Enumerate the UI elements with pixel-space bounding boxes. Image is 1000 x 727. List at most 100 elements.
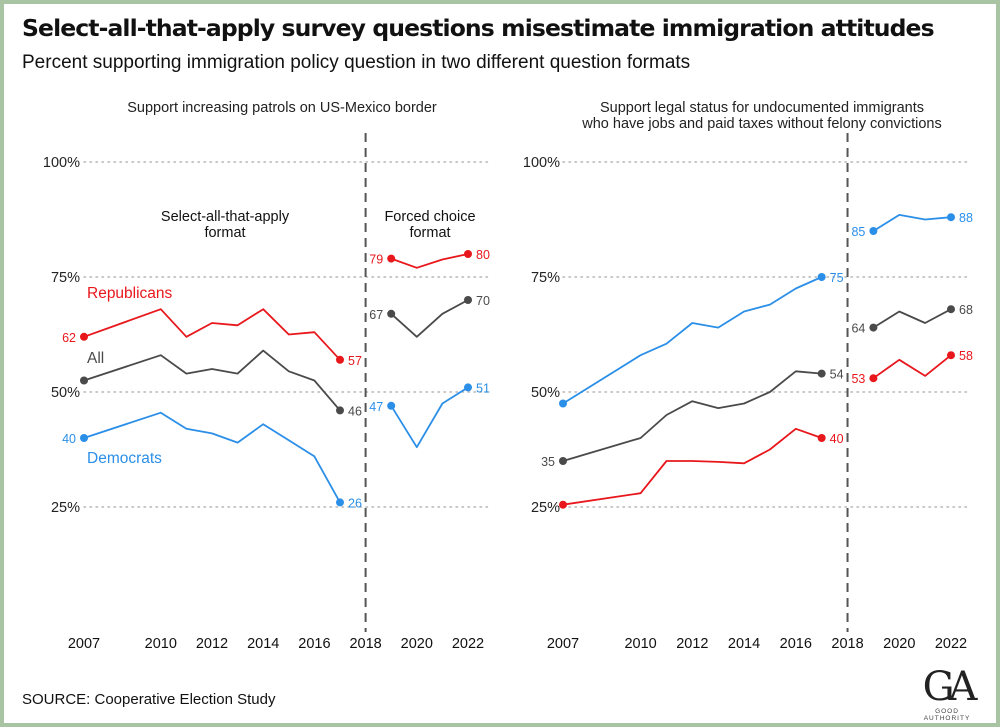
data-point-democrats [869,227,878,235]
x-tick-label: 2010 [145,636,177,652]
data-point-republicans [817,434,826,442]
data-label-republicans: 62 [62,331,76,345]
panel-title: Support increasing patrols on US-Mexico … [127,100,437,116]
data-label-all: 54 [830,368,844,382]
data-point-democrats [817,273,826,281]
data-point-republicans [947,351,955,360]
x-tick-label: 2016 [780,636,812,652]
data-label-republicans: 53 [851,372,865,386]
data-point-republicans [559,500,567,509]
chart-title: Select-all-that-apply survey questions m… [22,14,935,42]
logo-text: GOOD AUTHORITY [923,708,971,722]
y-tick-label: 25% [531,500,560,516]
data-point-democrats [80,434,88,442]
x-tick-label: 2016 [298,636,330,652]
logo-mark: GA [922,664,978,710]
data-point-republicans [464,250,472,258]
series-line-republicans [390,253,469,269]
data-label-democrats: 47 [369,400,383,414]
good-authority-logo: GA GOOD AUTHORITY [912,666,982,722]
y-tick-label: 25% [51,500,80,516]
series-name-democrats: Democrats [87,450,162,467]
y-tick-label: 100% [523,155,560,171]
data-label-democrats: 88 [959,211,973,225]
format-label: format [409,225,450,241]
x-tick-label: 2018 [349,636,381,652]
data-point-republicans [336,355,344,364]
x-tick-label: 2007 [547,636,579,652]
data-label-democrats: 26 [348,496,362,510]
series-line-all [872,308,952,329]
series-line-all [562,370,822,462]
series-line-democrats [390,386,469,449]
data-point-all [947,305,955,314]
x-tick-label: 2010 [624,636,656,652]
x-tick-label: 2020 [883,636,915,652]
data-label-democrats: 85 [851,225,865,239]
border-patrol-panel: Support increasing patrols on US-Mexico … [43,100,490,652]
data-point-all [80,376,88,385]
data-point-democrats [464,383,472,392]
legal-status-panel: Support legal status for undocumented im… [523,100,973,652]
series-line-democrats [83,411,341,503]
x-tick-label: 2022 [452,636,484,652]
data-point-all [336,406,344,415]
data-label-democrats: 75 [830,271,844,285]
x-tick-label: 2014 [247,636,279,652]
data-point-all [464,296,472,304]
series-line-democrats [562,276,823,405]
series-name-republicans: Republicans [87,285,173,302]
data-point-republicans [80,332,88,341]
panel-title: Support legal status for undocumented im… [600,100,924,116]
data-label-all: 46 [348,404,362,418]
data-point-republicans [387,254,396,263]
data-point-democrats [336,498,344,507]
series-line-all [83,349,341,411]
data-label-all: 70 [476,294,490,308]
y-tick-label: 100% [43,155,80,171]
data-label-republicans: 57 [348,354,362,368]
y-tick-label: 50% [531,385,560,401]
data-label-all: 67 [369,308,383,322]
series-line-all [390,299,469,338]
data-label-republicans: 40 [830,432,844,446]
data-point-all [559,457,567,465]
data-label-all: 68 [959,303,973,317]
format-label: Forced choice [384,209,475,225]
data-point-all [817,369,826,378]
y-tick-label: 50% [51,385,80,401]
data-label-all: 64 [851,322,865,336]
x-tick-label: 2022 [935,636,967,652]
x-tick-label: 2012 [196,636,228,652]
data-label-republicans: 79 [369,253,383,267]
series-line-republicans [562,427,823,506]
data-point-democrats [387,401,396,410]
data-point-all [387,309,396,318]
x-tick-label: 2007 [68,636,100,652]
data-label-republicans: 80 [476,248,490,262]
data-point-republicans [869,374,878,383]
data-label-democrats: 40 [62,432,76,446]
panel-title: who have jobs and paid taxes without fel… [581,116,942,132]
data-point-democrats [947,213,955,222]
data-label-republicans: 58 [959,349,973,363]
series-line-democrats [872,213,952,232]
chart-subtitle: Percent supporting immigration policy qu… [22,52,691,73]
y-tick-label: 75% [531,270,560,286]
x-tick-label: 2014 [728,636,760,652]
source-note: SOURCE: Cooperative Election Study [22,691,276,708]
x-tick-label: 2020 [401,636,433,652]
y-tick-label: 75% [51,270,80,286]
data-point-democrats [559,399,567,408]
x-tick-label: 2012 [676,636,708,652]
data-label-all: 35 [541,455,555,469]
data-point-all [869,323,878,332]
format-label: Select-all-that-apply [161,209,290,225]
data-label-democrats: 51 [476,381,490,395]
series-name-all: All [87,350,104,367]
format-label: format [204,225,245,241]
series-line-republicans [872,354,952,379]
x-tick-label: 2018 [831,636,863,652]
